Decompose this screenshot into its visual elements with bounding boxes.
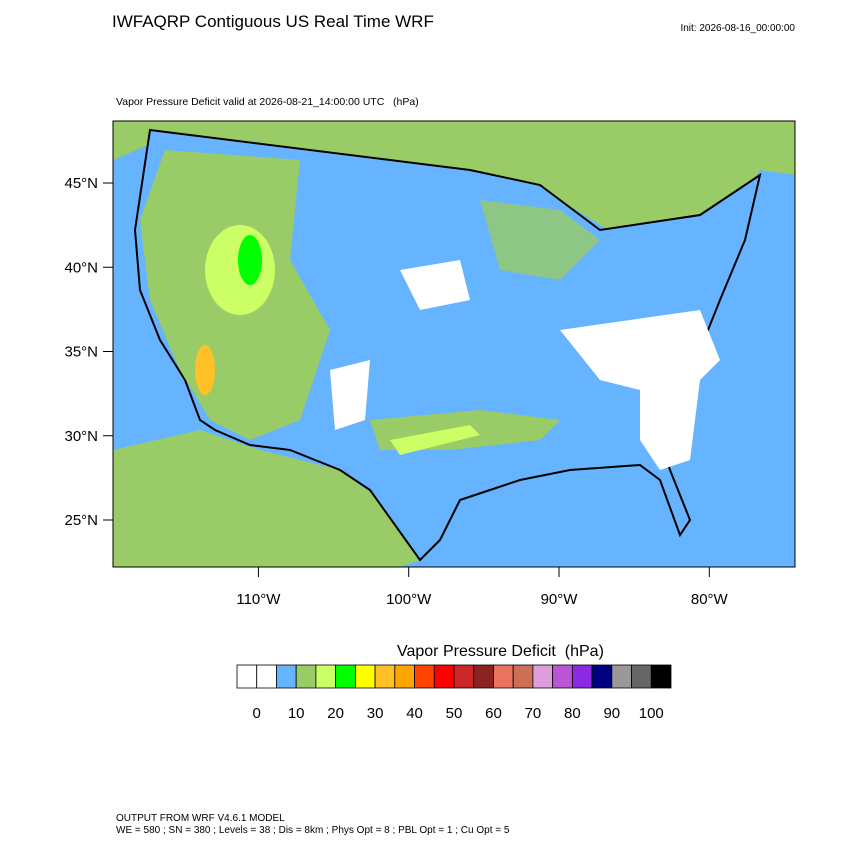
colorbar-box [335,664,356,689]
dry-patch [195,345,215,395]
colorbar-box [650,664,672,689]
lon-label: 100°W [386,591,432,608]
dry-patch [390,425,480,455]
subtitle: Vapor Pressure Deficit valid at 2026-08-… [116,96,419,108]
moist-region [560,310,720,400]
colorbar-tick-label: 70 [525,705,542,722]
lat-label: 30°N [64,428,98,445]
colorbar-tick-label: 80 [564,705,581,722]
north-dry-region [480,200,600,280]
colorbar-tick-label: 20 [327,705,344,722]
init-time: Init: 2026-08-16_00:00:00 [680,23,795,34]
lat-label: 35°N [64,344,98,361]
moist-region [400,260,470,310]
colorbar-box [256,664,277,689]
lon-label: 80°W [691,591,729,608]
title: IWFAQRP Contiguous US Real Time WRF [112,12,434,31]
colorbar-tick-label: 50 [446,705,463,722]
footer-line: OUTPUT FROM WRF V4.6.1 MODEL [116,813,285,824]
colorbar-box [473,664,494,689]
colorbar-tick-label: 60 [485,705,502,722]
colorbar-box [532,664,554,689]
colorbar-tick-label: 0 [253,705,261,722]
moist-region [330,360,370,430]
colorbar-box [631,664,652,689]
colorbar-box [295,664,317,689]
colorbar-box [236,664,258,689]
colorbar-title: Vapor Pressure Deficit (hPa) [397,643,604,660]
mexico-land [113,430,420,567]
colorbar-box [611,664,632,689]
colorbar-box [453,664,475,689]
map-area [113,121,795,567]
colorbar-box [354,664,376,689]
colorbar-box [552,664,573,689]
colorbar-box [315,664,337,689]
moist-region [640,380,700,470]
lat-label: 40°N [64,259,98,276]
colorbar-box [493,664,514,689]
colorbar-box [571,664,593,689]
colorbar-box [414,664,435,689]
lon-label: 110°W [236,591,281,608]
colorbar-tick-label: 100 [639,705,664,722]
colorbar-tick-label: 90 [603,705,620,722]
colorbar-tick-label: 30 [367,705,384,722]
colorbar-box [433,664,455,689]
dry-patch [238,235,262,285]
lat-label: 25°N [64,512,98,529]
colorbar-box [276,664,297,689]
lat-label: 45°N [64,175,98,192]
colorbar-box [374,664,396,689]
map-frame [112,120,796,568]
colorbar-box [591,664,613,689]
colorbar-box [394,664,415,689]
footer-line: WE = 580 ; SN = 380 ; Levels = 38 ; Dis … [116,825,510,836]
colorbar-box [512,664,534,689]
lon-label: 90°W [541,591,579,608]
colorbar-tick-label: 40 [406,705,423,722]
colorbar-tick-label: 10 [288,705,305,722]
